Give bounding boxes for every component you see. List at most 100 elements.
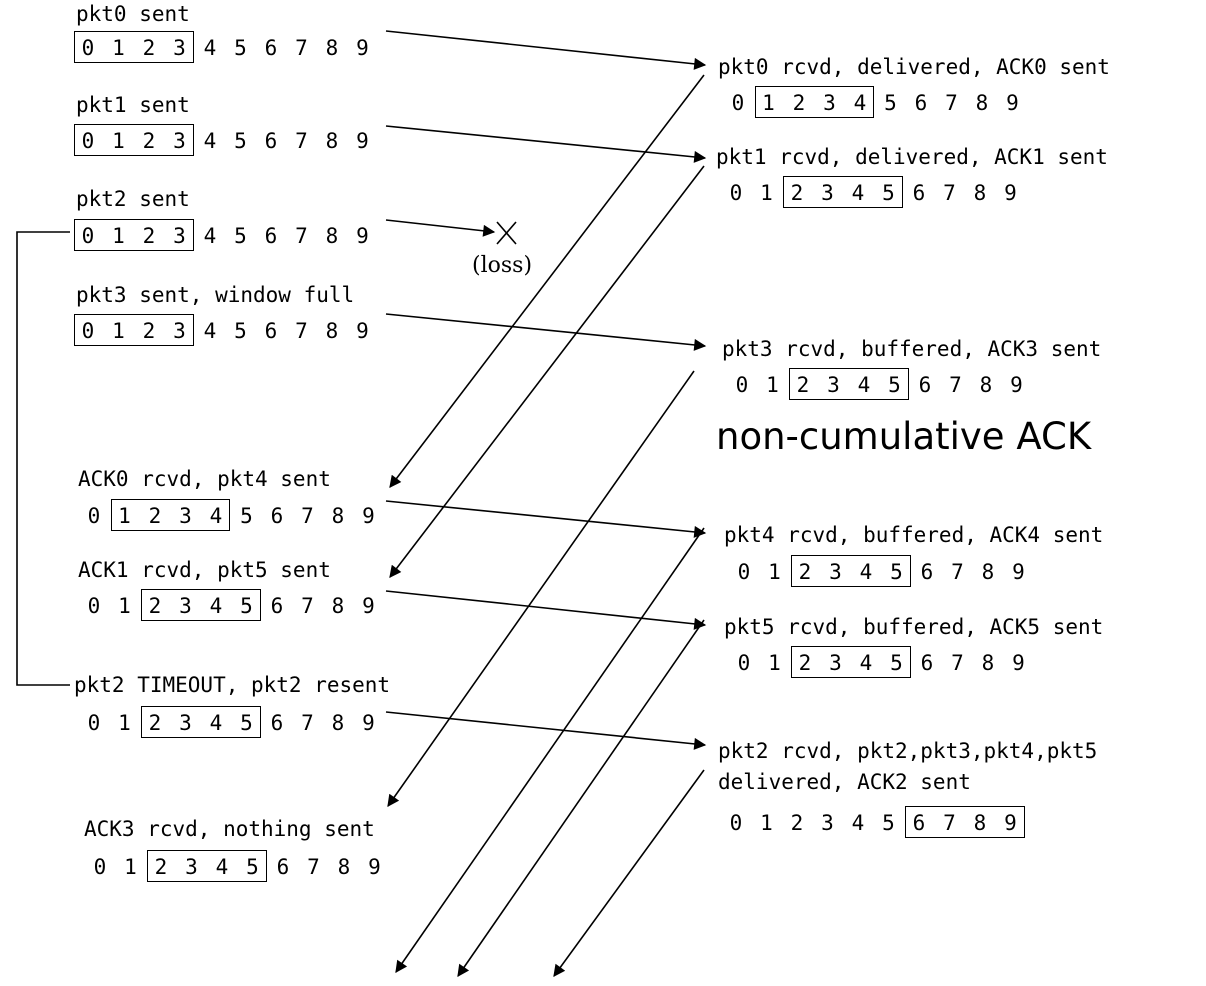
seq-number: 4	[203, 319, 217, 343]
seq-number: 8	[975, 91, 989, 115]
seq-number: 3	[823, 91, 836, 115]
seq-number: 7	[945, 91, 958, 115]
seq-number: 5	[890, 560, 903, 584]
seq-number: 0	[731, 91, 745, 115]
seq-number: 7	[295, 224, 308, 248]
seq-number: 4	[209, 504, 223, 528]
receiver-label-0: pkt0 rcvd, delivered, ACK0 sent	[718, 55, 1110, 79]
sender-label-2: pkt2 sent	[76, 187, 190, 211]
seq-number: 1	[124, 855, 137, 879]
seq-number: 3	[821, 181, 834, 205]
seq-number: 6	[912, 811, 926, 835]
seq-number: 0	[81, 319, 95, 343]
loss-x-stroke2	[496, 221, 517, 245]
seq-number: 1	[112, 36, 125, 60]
seq-number: 6	[920, 651, 934, 675]
seq-number: 0	[87, 594, 101, 618]
seq-number: 5	[890, 651, 903, 675]
seq-number: 8	[973, 181, 987, 205]
pkt5-arrow	[385, 590, 707, 630]
receiver-label-1: pkt1 rcvd, delivered, ACK1 sent	[716, 145, 1108, 169]
seq-number: 1	[766, 373, 779, 397]
receiver-label-5: pkt2 rcvd, pkt2,pkt3,pkt4,pkt5	[718, 739, 1098, 763]
seq-number: 4	[857, 373, 871, 397]
seq-number: 8	[973, 811, 987, 835]
loss-label: (loss)	[472, 253, 533, 278]
seq-number: 2	[796, 373, 810, 397]
seq-number: 2	[142, 319, 156, 343]
seq-number: 5	[882, 181, 895, 205]
seq-number: 9	[1006, 91, 1019, 115]
window-box	[74, 314, 194, 346]
window-box	[74, 31, 194, 63]
window-box	[754, 86, 874, 118]
sender-label-4: ACK0 rcvd, pkt4 sent	[78, 467, 331, 491]
seq-number: 2	[798, 651, 812, 675]
seq-number: 8	[325, 36, 339, 60]
seq-number: 0	[735, 373, 749, 397]
non-cumulative-ack-annotation: non-cumulative ACK	[716, 415, 1092, 458]
window-box	[783, 176, 903, 208]
seq-number: 7	[301, 594, 314, 618]
seq-number: 3	[179, 594, 192, 618]
ack3-arrow	[387, 370, 695, 807]
seq-number: 5	[246, 855, 259, 879]
seq-number: 9	[362, 711, 375, 735]
seq-number: 7	[301, 504, 314, 528]
seq-number: 0	[729, 181, 743, 205]
seq-number: 3	[821, 811, 834, 835]
sender-label-6: pkt2 TIMEOUT, pkt2 resent	[74, 673, 391, 697]
seq-number: 8	[325, 319, 339, 343]
seq-number: 9	[362, 504, 375, 528]
seq-number: 1	[118, 504, 131, 528]
sender-label-0: pkt0 sent	[76, 2, 190, 26]
window-box	[141, 706, 261, 738]
seq-number: 5	[234, 319, 247, 343]
seq-number: 8	[331, 711, 345, 735]
seq-number: 3	[179, 711, 192, 735]
seq-number: 2	[792, 91, 806, 115]
seq-number: 2	[148, 594, 162, 618]
sender-label-1: pkt1 sent	[76, 93, 190, 117]
seq-number: 8	[325, 129, 339, 153]
ack2-arrow	[553, 769, 705, 977]
seq-number: 3	[173, 129, 186, 153]
seq-number: 2	[142, 36, 156, 60]
seq-number: 3	[173, 319, 186, 343]
seq-number: 6	[912, 181, 926, 205]
seq-number: 8	[337, 855, 351, 879]
receiver-label-5-line2: delivered, ACK2 sent	[718, 770, 971, 794]
seq-number: 6	[270, 504, 284, 528]
seq-number: 1	[768, 560, 781, 584]
seq-number: 1	[762, 91, 775, 115]
seq-number: 7	[943, 811, 956, 835]
seq-number: 3	[179, 504, 192, 528]
seq-number: 2	[790, 811, 804, 835]
seq-number: 1	[112, 224, 125, 248]
sender-label-5: ACK1 rcvd, pkt5 sent	[78, 558, 331, 582]
seq-number: 4	[851, 811, 865, 835]
seq-number: 9	[1010, 373, 1023, 397]
seq-number: 4	[209, 594, 223, 618]
seq-number: 2	[154, 855, 168, 879]
seq-number: 1	[118, 594, 131, 618]
receiver-label-4: pkt5 rcvd, buffered, ACK5 sent	[724, 615, 1104, 639]
seq-number: 9	[356, 224, 369, 248]
seq-number: 6	[270, 711, 284, 735]
seq-number: 9	[356, 319, 369, 343]
seq-number: 5	[240, 504, 253, 528]
seq-number: 7	[951, 560, 964, 584]
seq-number: 4	[209, 711, 223, 735]
pkt1-arrow	[385, 125, 707, 163]
